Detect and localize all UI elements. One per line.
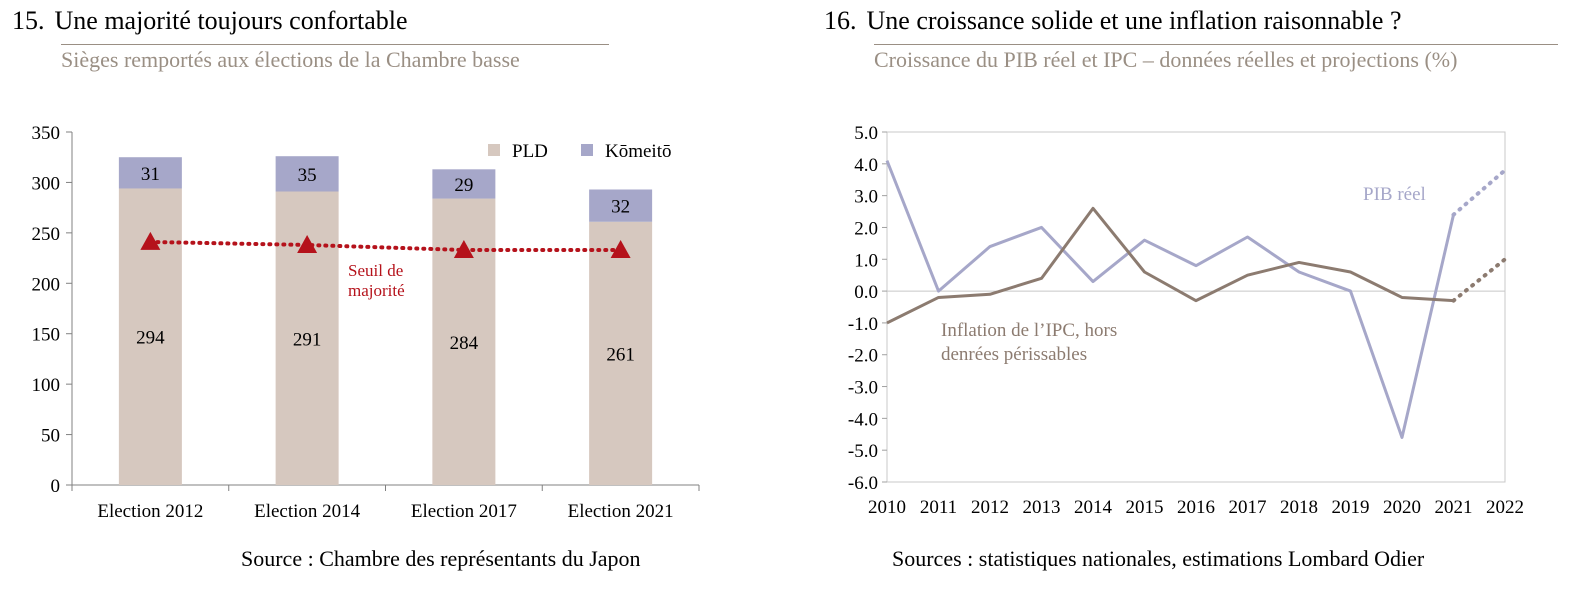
chart-number: 16. (824, 6, 857, 35)
data-label: 261 (606, 344, 635, 365)
data-label: 29 (454, 175, 473, 196)
data-label: 294 (136, 328, 165, 349)
series-projection-gdp (1451, 168, 1507, 217)
x-tick-label: 2010 (868, 497, 906, 518)
threshold-label: majorité (348, 281, 405, 300)
y-tick-label: 0.0 (854, 282, 878, 303)
y-tick-label: 1.0 (854, 250, 878, 271)
y-tick-label: 250 (32, 224, 61, 245)
y-tick-label: -5.0 (848, 441, 878, 462)
series-line-gdp (885, 160, 1455, 439)
x-tick-label: 2021 (1435, 497, 1473, 518)
x-tick-label: 2017 (1229, 497, 1267, 518)
x-tick-label: 2015 (1126, 497, 1164, 518)
bar-komeito (275, 156, 339, 192)
y-tick-label: 100 (32, 375, 61, 396)
threshold-label: Seuil de (348, 261, 403, 280)
chart-title-seats: 15. Une majorité toujours confortable (12, 6, 408, 36)
series-label-cpi: denrées périssables (941, 344, 1087, 365)
chart-panel-seats: 15. Une majorité toujours confortable Siè… (0, 0, 720, 591)
x-tick-label: Election 2012 (97, 501, 203, 522)
x-tick-label: Election 2017 (411, 501, 517, 522)
chart-title-text: Une croissance solide et une inflation r… (866, 6, 1402, 35)
y-tick-label: 3.0 (854, 187, 878, 208)
y-tick-label: -2.0 (848, 346, 878, 367)
chart-source-seats: Source : Chambre des représentants du Ja… (241, 546, 641, 571)
bar-komeito (589, 189, 653, 222)
y-tick-label: -4.0 (848, 409, 878, 430)
y-tick-label: 5.0 (854, 123, 878, 144)
data-label: 291 (293, 329, 322, 350)
series-label-cpi: Inflation de l’IPC, hors (941, 320, 1117, 341)
chart-title-growth: 16. Une croissance solide et une inflatio… (824, 6, 1401, 36)
y-tick-label: 300 (32, 173, 61, 194)
x-tick-label: 2022 (1486, 497, 1524, 518)
series-projection-cpi (1451, 257, 1507, 303)
y-tick-label: 4.0 (854, 155, 878, 176)
chart-source-growth: Sources : statistiques nationales, estim… (892, 546, 1425, 571)
bar-komeito (118, 157, 182, 189)
series-line-cpi (886, 206, 1454, 325)
chart-panel-growth: 16. Une croissance solide et une inflatio… (820, 0, 1579, 591)
chart-subtitle-seats: Sièges remportés aux élections de la Cha… (61, 44, 609, 73)
legend-label: Kōmeitō (605, 141, 672, 162)
x-tick-label: 2013 (1023, 497, 1061, 518)
x-tick-label: 2016 (1177, 497, 1215, 518)
data-label: 31 (141, 164, 160, 185)
y-tick-label: 150 (32, 325, 61, 346)
x-tick-label: Election 2021 (568, 501, 674, 522)
y-tick-label: 50 (41, 426, 60, 447)
chart-number: 15. (12, 6, 45, 35)
plot-area-border (886, 131, 1506, 483)
x-tick-label: 2011 (920, 497, 957, 518)
bar-komeito (432, 169, 496, 199)
legend-swatch-komeito (581, 144, 593, 156)
bar-chart-seats: 0 50 100 150 200 250 300 350 294 31 Election 2012 2… (32, 123, 700, 522)
x-tick-label: 2019 (1332, 497, 1370, 518)
series-label-gdp: PIB réel (1363, 184, 1426, 205)
y-tick-label: -1.0 (848, 314, 878, 335)
data-label: 35 (298, 165, 317, 186)
y-tick-label: 350 (32, 123, 61, 144)
threshold-marker (297, 234, 318, 253)
chart-title-text: Une majorité toujours confortable (54, 6, 408, 35)
legend-label: PLD (512, 141, 548, 162)
x-tick-label: Election 2014 (254, 501, 361, 522)
y-tick-label: 2.0 (854, 218, 878, 239)
x-tick-label: 2018 (1280, 497, 1318, 518)
data-label: 284 (450, 333, 479, 354)
bar-pld (589, 221, 653, 485)
y-tick-label: -3.0 (848, 378, 878, 399)
legend-swatch-pld (488, 144, 500, 156)
x-tick-label: 2014 (1074, 497, 1113, 518)
threshold-marker (140, 231, 161, 250)
threshold-marker (610, 240, 631, 259)
x-tick-label: 2012 (971, 497, 1009, 518)
x-tick-label: 2020 (1383, 497, 1421, 518)
y-tick-label: -6.0 (848, 473, 878, 494)
y-tick-label: 0 (51, 476, 61, 497)
data-label: 32 (611, 197, 630, 218)
y-tick-label: 200 (32, 274, 61, 295)
threshold-line (148, 239, 623, 253)
chart-subtitle-growth: Croissance du PIB réel et IPC – données … (874, 44, 1558, 73)
line-chart-growth-inflation: 5.0 4.0 3.0 2.0 1.0 0.0 -1.0 -2.0 -3.0 -4.0 -5.0 -6… (848, 123, 1524, 518)
threshold-marker (453, 240, 474, 259)
